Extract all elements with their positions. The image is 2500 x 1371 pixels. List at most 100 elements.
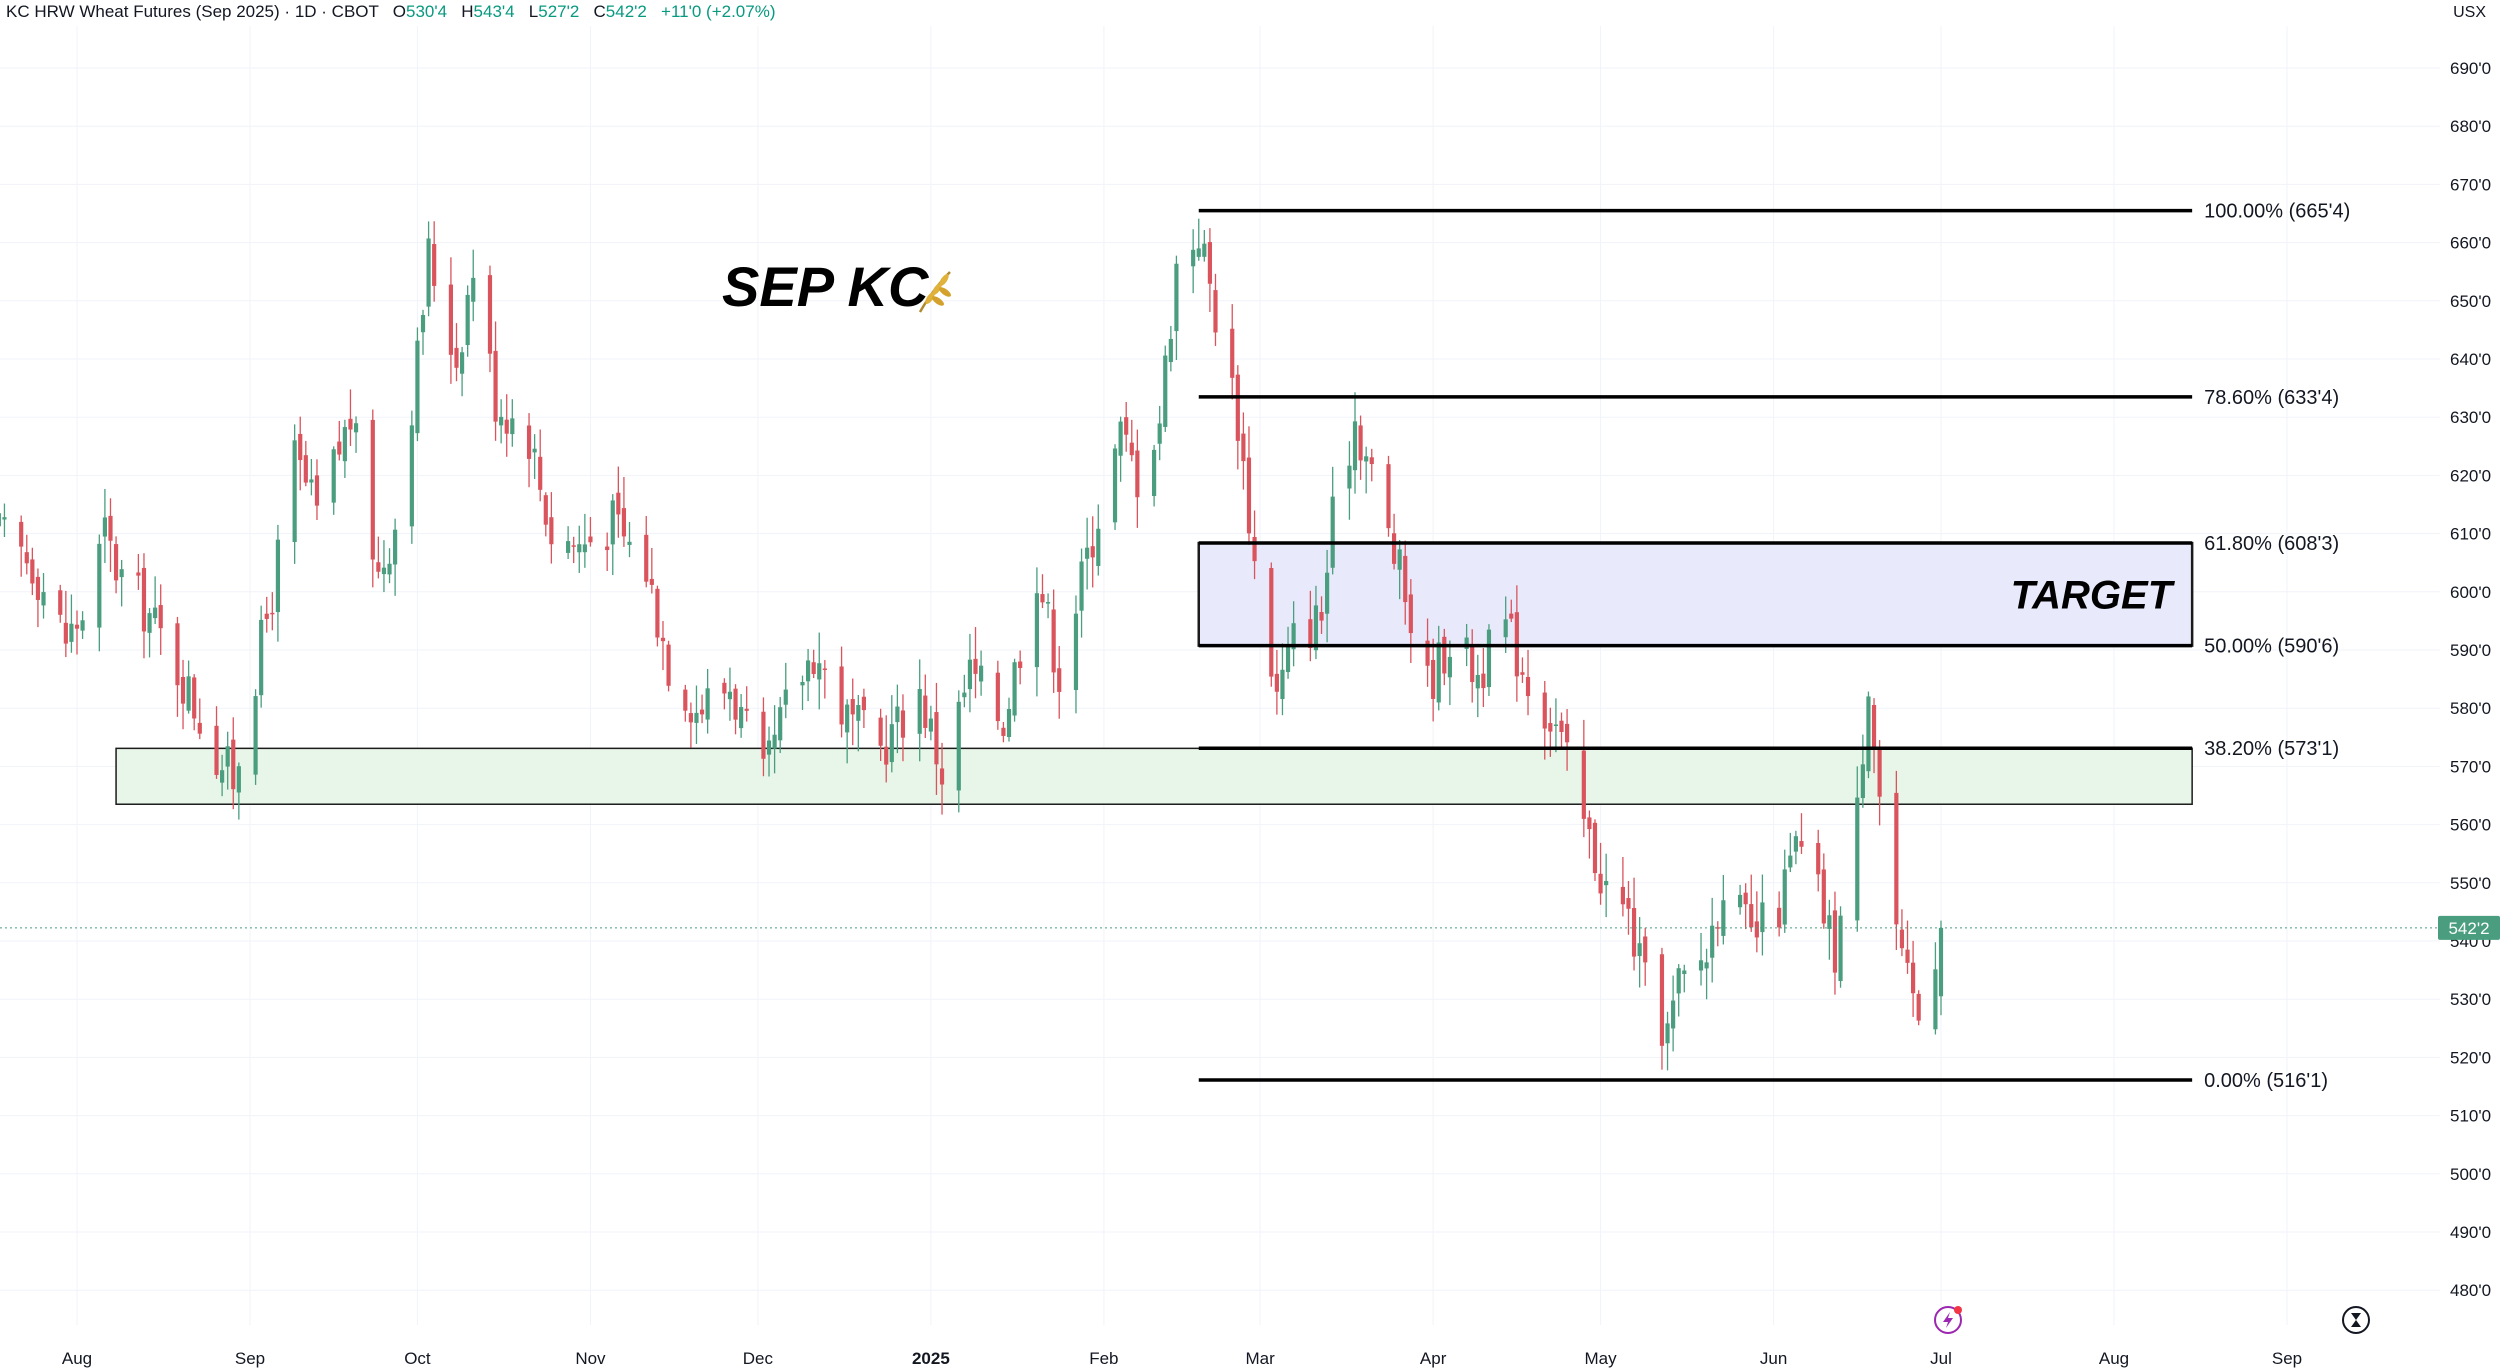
fib-levels[interactable]: 100.00% (665'4) 78.60% (633'4) 61.80% (608… <box>1198 201 2351 1092</box>
candle[interactable] <box>928 705 933 741</box>
candle[interactable] <box>1230 304 1235 400</box>
candle[interactable] <box>1777 891 1782 937</box>
candle[interactable] <box>175 616 180 717</box>
candle[interactable] <box>800 675 805 710</box>
candle[interactable] <box>666 640 671 692</box>
candle[interactable] <box>153 576 158 625</box>
candle[interactable] <box>1676 964 1681 1017</box>
candle[interactable] <box>1665 1011 1670 1071</box>
candle[interactable] <box>1821 853 1826 929</box>
candle[interactable] <box>610 494 615 576</box>
candle[interactable] <box>967 633 973 713</box>
candle[interactable] <box>1431 638 1436 722</box>
candle[interactable] <box>1860 734 1865 808</box>
candle[interactable] <box>19 515 24 577</box>
candle[interactable] <box>30 547 35 596</box>
candle[interactable] <box>805 648 811 702</box>
candle[interactable] <box>259 605 264 708</box>
candle[interactable] <box>454 323 459 382</box>
candle[interactable] <box>1626 880 1631 935</box>
candle[interactable] <box>1799 813 1804 854</box>
candle[interactable] <box>180 659 186 730</box>
candle[interactable] <box>510 399 515 447</box>
candle[interactable] <box>102 489 107 564</box>
candle[interactable] <box>1202 230 1207 262</box>
candle[interactable] <box>566 526 571 559</box>
candle[interactable] <box>1090 516 1095 588</box>
candle[interactable] <box>387 548 392 584</box>
candle[interactable] <box>236 762 241 820</box>
candle[interactable] <box>839 646 844 738</box>
candle[interactable] <box>24 534 29 575</box>
candle[interactable] <box>348 389 353 446</box>
candle[interactable] <box>1715 921 1720 947</box>
candle[interactable] <box>465 285 470 357</box>
candle[interactable] <box>582 513 587 568</box>
candle[interactable] <box>370 409 375 588</box>
candle[interactable] <box>543 492 548 537</box>
candle[interactable] <box>1486 624 1492 697</box>
candle[interactable] <box>1894 770 1899 950</box>
candle[interactable] <box>1319 596 1324 634</box>
candle[interactable] <box>577 525 582 573</box>
candle[interactable] <box>1045 593 1051 619</box>
candle[interactable] <box>1475 654 1480 718</box>
candle[interactable] <box>1051 589 1056 693</box>
candle[interactable] <box>448 257 454 384</box>
candle[interactable] <box>538 429 543 502</box>
candle[interactable] <box>1832 891 1838 995</box>
candle[interactable] <box>1581 719 1586 838</box>
candle[interactable] <box>1308 590 1313 662</box>
candle[interactable] <box>493 321 498 441</box>
candle[interactable] <box>571 536 576 564</box>
candle[interactable] <box>1325 549 1330 643</box>
candle[interactable] <box>1520 657 1525 683</box>
candle[interactable] <box>1096 504 1101 576</box>
candle[interactable] <box>1855 766 1860 932</box>
candle[interactable] <box>342 419 347 479</box>
candle[interactable] <box>822 660 827 699</box>
candle[interactable] <box>158 584 163 655</box>
candle[interactable] <box>186 660 191 714</box>
candle[interactable] <box>744 686 749 722</box>
candle[interactable] <box>459 346 465 397</box>
candle[interactable] <box>409 410 414 544</box>
candle[interactable] <box>1509 599 1514 623</box>
candle[interactable] <box>1124 401 1129 452</box>
candle[interactable] <box>292 424 297 564</box>
candle[interactable] <box>699 694 705 724</box>
candle[interactable] <box>1163 345 1168 433</box>
candle[interactable] <box>549 492 554 564</box>
candle[interactable] <box>97 534 102 652</box>
candle[interactable] <box>621 476 627 547</box>
candle[interactable] <box>214 706 219 779</box>
candle[interactable] <box>811 649 816 679</box>
candle[interactable] <box>1503 596 1508 653</box>
candle[interactable] <box>688 702 693 748</box>
candle[interactable] <box>1252 510 1257 580</box>
candle[interactable] <box>337 420 342 461</box>
candle[interactable] <box>1207 228 1213 313</box>
candle[interactable] <box>1135 429 1140 528</box>
candle[interactable] <box>353 416 359 453</box>
candle[interactable] <box>113 536 119 594</box>
candle[interactable] <box>1553 698 1559 753</box>
candle[interactable] <box>1737 884 1743 915</box>
candle[interactable] <box>850 678 855 746</box>
candle[interactable] <box>605 532 610 571</box>
unit-label[interactable]: USX <box>2453 4 2486 21</box>
candle[interactable] <box>979 650 984 696</box>
candle[interactable] <box>1481 647 1486 708</box>
candle[interactable] <box>303 440 308 487</box>
candle[interactable] <box>683 684 688 722</box>
candle[interactable] <box>1470 629 1475 703</box>
candle[interactable] <box>995 660 1000 730</box>
candle[interactable] <box>861 688 866 728</box>
candle[interactable] <box>783 662 788 719</box>
candle[interactable] <box>225 731 230 790</box>
candle[interactable] <box>35 568 41 628</box>
candle[interactable] <box>627 522 632 558</box>
candle[interactable] <box>1564 709 1570 771</box>
candle[interactable] <box>1871 698 1877 774</box>
candle[interactable] <box>1598 842 1603 905</box>
